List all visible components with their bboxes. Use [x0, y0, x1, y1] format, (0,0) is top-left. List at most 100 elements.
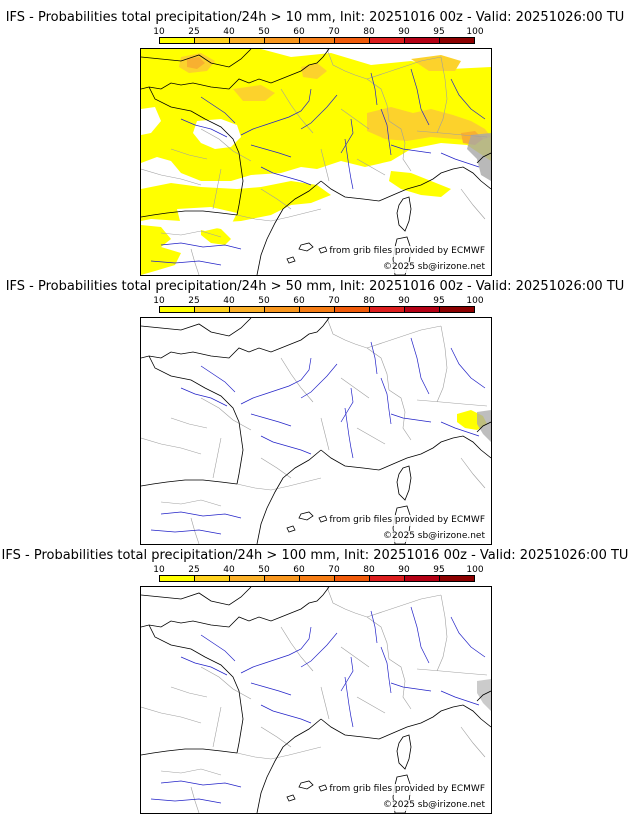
admin-boundary-line	[366, 56, 442, 80]
balearic-island-outline	[298, 242, 314, 252]
scale-tick-label: 90	[398, 296, 410, 306]
scale-tick-label: 95	[433, 296, 445, 306]
coastline	[256, 718, 322, 813]
river-line	[440, 421, 480, 437]
probability-area-25	[233, 85, 275, 101]
river-line	[250, 682, 292, 696]
admin-boundary-line	[260, 188, 292, 210]
map-frame[interactable]: from grib files provided by ECMWF ©2025 …	[140, 317, 492, 545]
coastline	[141, 748, 238, 756]
scale-tick-label: 40	[223, 565, 235, 575]
admin-boundary-line	[388, 389, 412, 441]
scale-swatch	[370, 38, 405, 43]
admin-boundary-line	[170, 686, 208, 698]
scale-swatch	[440, 38, 474, 43]
scale-tick-label: 80	[363, 27, 375, 37]
river-line	[450, 616, 486, 658]
scale-tick-label: 90	[398, 565, 410, 575]
river-line	[160, 242, 242, 250]
river-line	[440, 690, 480, 706]
scale-swatch	[370, 576, 405, 581]
admin-boundary-line	[460, 188, 486, 220]
scale-swatch	[335, 307, 370, 312]
scale-tick-label: 10	[153, 27, 165, 37]
admin-boundary-line	[366, 347, 390, 391]
coastline	[452, 435, 491, 459]
scale-tick-label: 70	[328, 27, 340, 37]
admin-boundary-line	[416, 130, 488, 138]
copyright-credit: ©2025 sb@irizone.net	[381, 531, 487, 542]
coastline	[141, 318, 330, 359]
river-line	[150, 260, 222, 266]
corsica-outline	[396, 734, 412, 770]
map-frame[interactable]: from grib files provided by ECMWF ©2025 …	[140, 48, 492, 276]
river-line	[450, 347, 486, 389]
admin-boundary-line	[200, 666, 252, 700]
scale-tick-label: 100	[466, 565, 484, 575]
admin-boundary-line	[326, 587, 368, 618]
admin-boundary-line	[340, 108, 370, 130]
probability-color-scale	[159, 575, 475, 582]
scale-tick-label: 50	[258, 27, 270, 37]
river-line	[390, 413, 432, 423]
scale-tick-label: 60	[293, 296, 305, 306]
scale-tick-label: 25	[188, 27, 200, 37]
scale-swatch	[195, 307, 230, 312]
admin-boundary-line	[356, 696, 386, 714]
admin-boundary-line	[280, 626, 314, 672]
coastline	[476, 152, 491, 164]
coastline	[141, 318, 252, 337]
river-line	[410, 68, 430, 126]
scale-swatch	[405, 307, 440, 312]
map-frame[interactable]: from grib files provided by ECMWF ©2025 …	[140, 586, 492, 814]
scale-tick-label: 25	[188, 565, 200, 575]
river-line	[344, 676, 354, 728]
scale-tick-label: 60	[293, 27, 305, 37]
balearic-island-outline	[318, 784, 328, 792]
river-line	[390, 682, 432, 692]
scale-tick-label: 10	[153, 565, 165, 575]
river-line	[300, 94, 338, 130]
river-line	[160, 780, 242, 788]
river-line	[410, 606, 430, 664]
high-relief-mask	[467, 133, 491, 181]
coastline	[148, 624, 244, 754]
coastlines	[141, 587, 491, 813]
river-line	[340, 656, 354, 692]
river-line	[390, 144, 432, 154]
coastline	[141, 587, 330, 628]
river-line	[250, 144, 292, 158]
coastline	[141, 49, 252, 68]
admin-boundary-line	[141, 706, 202, 724]
admin-boundary-line	[200, 128, 252, 162]
coastlines	[141, 49, 491, 275]
admin-boundary-line	[356, 427, 386, 445]
scale-swatch	[300, 38, 335, 43]
probability-area-25	[367, 107, 491, 141]
river-line	[180, 656, 228, 676]
balearic-island-outline	[318, 515, 328, 523]
balearic-island-outline	[286, 256, 296, 264]
coastline	[256, 180, 322, 275]
admin-boundary-line	[460, 457, 486, 489]
river-line	[370, 72, 378, 106]
source-credit: from grib files provided by ECMWF	[327, 246, 487, 257]
panel-title: IFS - Probabilities total precipitation/…	[5, 10, 625, 25]
scale-tick-label: 25	[188, 296, 200, 306]
probability-area-25	[411, 55, 461, 71]
scale-swatch	[300, 307, 335, 312]
probability-gap	[141, 107, 161, 135]
scale-tick-label: 100	[466, 296, 484, 306]
admin-boundary-line	[416, 668, 488, 676]
admin-boundary-line	[260, 457, 292, 479]
precipitation-probability-layer	[477, 679, 491, 711]
scale-swatch	[405, 38, 440, 43]
river-line	[260, 435, 312, 455]
scale-swatch	[370, 307, 405, 312]
admin-boundary-line	[388, 658, 412, 710]
balearic-island-outline	[298, 780, 314, 790]
probability-area-10	[389, 171, 451, 197]
river-line	[260, 704, 312, 724]
probability-gap	[193, 119, 241, 149]
scale-tick-label: 70	[328, 296, 340, 306]
